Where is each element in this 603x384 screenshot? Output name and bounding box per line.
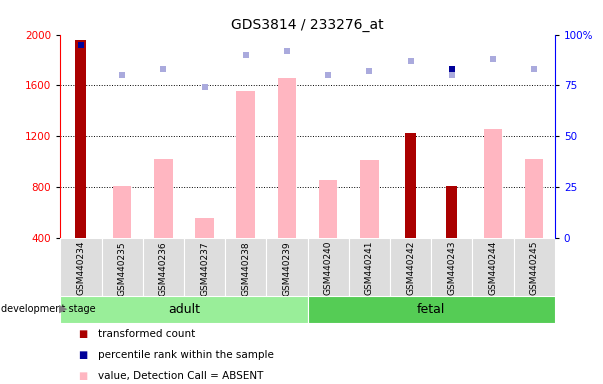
Bar: [472, 238, 514, 296]
Bar: [446, 186, 457, 238]
Bar: [405, 132, 416, 238]
Text: GSM440235: GSM440235: [118, 241, 127, 296]
Bar: [484, 129, 502, 238]
Text: ■: ■: [78, 350, 87, 360]
Text: ▶: ▶: [59, 304, 68, 314]
Bar: [308, 296, 555, 323]
Bar: [277, 78, 296, 238]
Text: GSM440240: GSM440240: [324, 241, 333, 295]
Bar: [60, 238, 101, 296]
Bar: [236, 91, 255, 238]
Bar: [154, 159, 172, 238]
Text: ■: ■: [78, 329, 87, 339]
Text: GSM440242: GSM440242: [406, 241, 415, 295]
Text: development stage: development stage: [1, 304, 98, 314]
Bar: [514, 238, 555, 296]
Text: GSM440238: GSM440238: [241, 241, 250, 296]
Bar: [225, 238, 267, 296]
Title: GDS3814 / 233276_at: GDS3814 / 233276_at: [231, 18, 384, 32]
Text: ■: ■: [78, 371, 87, 381]
Bar: [308, 238, 349, 296]
Bar: [75, 40, 86, 238]
Bar: [431, 238, 472, 296]
Bar: [113, 186, 131, 238]
Bar: [319, 180, 338, 238]
Bar: [101, 238, 143, 296]
Text: percentile rank within the sample: percentile rank within the sample: [98, 350, 274, 360]
Text: GSM440236: GSM440236: [159, 241, 168, 296]
Text: GSM440237: GSM440237: [200, 241, 209, 296]
Bar: [60, 296, 308, 323]
Text: GSM440243: GSM440243: [447, 241, 456, 295]
Bar: [184, 238, 225, 296]
Text: GSM440244: GSM440244: [488, 241, 497, 295]
Text: GSM440241: GSM440241: [365, 241, 374, 295]
Text: value, Detection Call = ABSENT: value, Detection Call = ABSENT: [98, 371, 264, 381]
Bar: [390, 238, 431, 296]
Bar: [195, 218, 214, 238]
Bar: [349, 238, 390, 296]
Bar: [525, 159, 543, 238]
Text: GSM440234: GSM440234: [77, 241, 86, 295]
Text: adult: adult: [168, 303, 200, 316]
Text: transformed count: transformed count: [98, 329, 195, 339]
Text: GSM440239: GSM440239: [282, 241, 291, 296]
Bar: [143, 238, 184, 296]
Bar: [267, 238, 308, 296]
Text: fetal: fetal: [417, 303, 446, 316]
Text: GSM440245: GSM440245: [529, 241, 538, 295]
Bar: [360, 161, 379, 238]
